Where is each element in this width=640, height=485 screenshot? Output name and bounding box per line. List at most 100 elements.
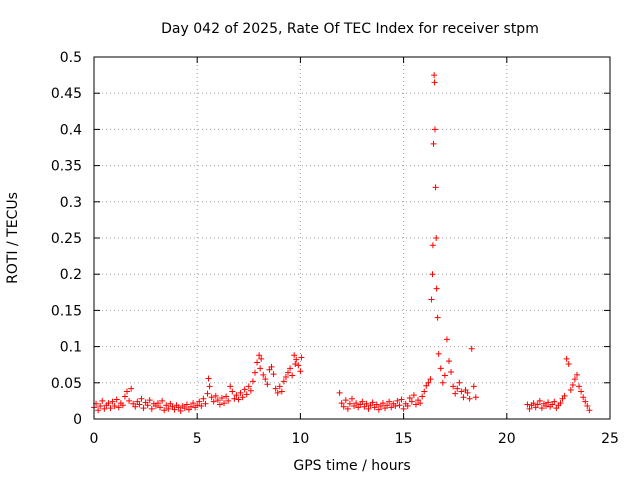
data-point [235,396,242,403]
points-layer [91,72,593,415]
data-point [293,356,300,363]
data-point [210,398,217,405]
data-point [218,395,225,402]
data-point [468,345,475,352]
data-point [384,402,391,409]
data-point [571,376,578,383]
data-point [223,393,230,400]
data-point [417,400,424,407]
data-point [216,401,223,408]
grid-layer [94,57,610,419]
data-point [576,383,583,390]
data-point [97,402,104,409]
data-point [406,395,413,402]
data-point [157,404,164,411]
y-tick-label: 0.2 [60,267,82,283]
y-tick-label: 0.3 [60,195,82,211]
data-point [163,402,170,409]
data-point [446,358,453,365]
data-point [280,378,287,385]
data-point [99,397,106,404]
data-point [373,401,380,408]
data-point [233,392,240,399]
data-point [458,388,465,395]
data-point [551,398,558,405]
data-point [428,296,435,303]
data-point [398,396,405,403]
data-point [298,354,305,361]
data-point [410,392,417,399]
data-point [421,388,428,395]
data-point [282,374,289,381]
data-point [435,350,442,357]
data-point [338,400,345,407]
data-point [466,395,473,402]
data-point [346,400,353,407]
data-point [274,389,281,396]
data-point [342,397,349,404]
data-point [119,402,126,409]
data-point [229,388,236,395]
data-point [582,398,589,405]
data-point [249,378,256,385]
data-point [470,383,477,390]
data-point [396,402,403,409]
data-point [126,397,133,404]
data-point [239,394,246,401]
data-point [584,402,591,409]
data-point [430,140,437,147]
data-point [363,400,370,407]
data-point [534,401,541,408]
data-point [124,388,131,395]
data-point [107,405,114,412]
data-point [140,405,147,412]
data-point [264,381,271,388]
data-point [95,407,102,414]
data-point [419,393,426,400]
data-point [586,407,593,414]
data-point [448,368,455,375]
data-point [365,405,372,412]
data-point [429,242,436,249]
data-point [121,393,128,400]
data-point [375,406,382,413]
data-point [400,405,407,412]
data-point [408,398,415,405]
data-point [439,379,446,386]
data-point [245,383,252,390]
y-tick-label: 0.05 [51,376,82,392]
data-point [206,383,213,390]
plot-frame [93,56,611,420]
data-point [159,397,166,404]
data-point [386,398,393,405]
data-point [454,385,461,392]
data-point [183,401,190,408]
data-point [452,390,459,397]
x-axis-label: GPS time / hours [293,458,410,474]
data-point [200,395,207,402]
data-point [353,400,360,407]
data-point [434,314,441,321]
data-point [231,395,238,402]
data-point [205,375,212,382]
data-point [105,400,112,407]
data-point [344,405,351,412]
data-point [292,360,299,367]
data-point [148,405,155,412]
data-point [278,388,285,395]
data-point [237,389,244,396]
data-point [287,365,294,372]
data-point [433,285,440,292]
data-point [359,398,366,405]
data-point [450,383,457,390]
y-axis-label: ROTI / TECUs [5,192,21,284]
y-tick-label: 0.15 [51,303,82,319]
data-point [161,407,168,414]
data-point [394,397,401,404]
data-point [340,403,347,410]
data-point [536,397,543,404]
data-point [336,389,343,396]
data-point [262,376,269,383]
data-point [243,391,250,398]
data-point [247,387,254,394]
